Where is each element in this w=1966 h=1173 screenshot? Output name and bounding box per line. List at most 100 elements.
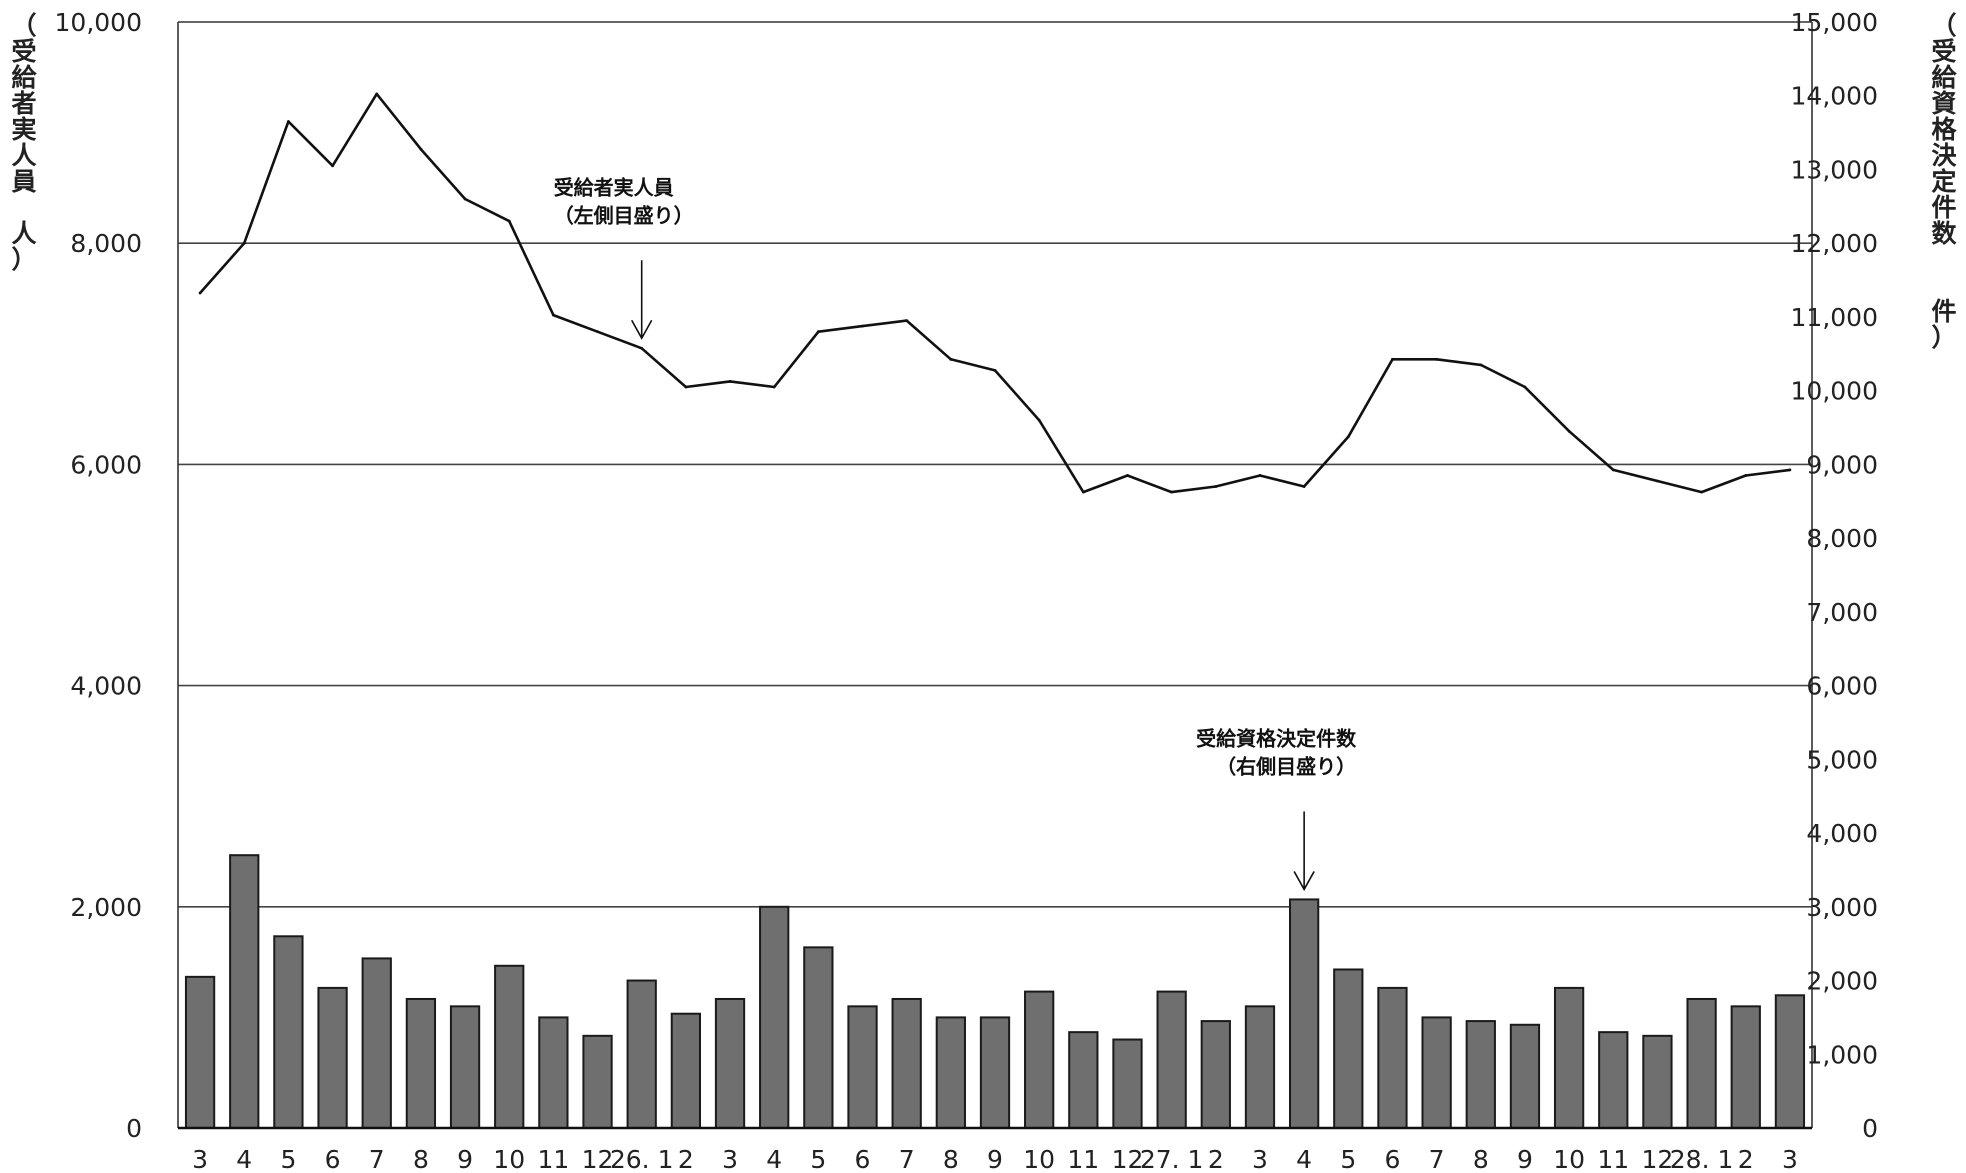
right-tick-4: 4,000 bbox=[1806, 819, 1878, 848]
line-point-20 bbox=[1081, 490, 1085, 494]
annotations: 受給者実人員 （左側目盛り） 受給資格決定件数 （右側目盛り） bbox=[554, 175, 1357, 892]
left-tick-5: 10,000 bbox=[55, 8, 142, 37]
right-label-char-7: 件 bbox=[1931, 193, 1956, 222]
line-point-1 bbox=[242, 241, 246, 245]
line-point-27 bbox=[1391, 357, 1394, 361]
x-tick-20: 11 bbox=[1067, 1145, 1099, 1173]
left-label-char-3: 者 bbox=[11, 89, 36, 118]
left-label-char-2: 給 bbox=[11, 63, 37, 92]
x-tick-13: 4 bbox=[766, 1145, 782, 1173]
right-label-char-1: 受 bbox=[1931, 37, 1956, 66]
right-tick-8: 8,000 bbox=[1806, 524, 1878, 553]
x-tick-1: 4 bbox=[236, 1145, 252, 1173]
line-point-26 bbox=[1346, 435, 1350, 439]
x-tick-18: 9 bbox=[987, 1145, 1003, 1173]
right-label-char-5: 決 bbox=[1931, 141, 1957, 170]
line-point-6 bbox=[463, 197, 467, 201]
line-point-17 bbox=[949, 357, 953, 361]
line-point-21 bbox=[1126, 474, 1129, 477]
bar-31 bbox=[1553, 986, 1585, 1130]
bar-17 bbox=[935, 1016, 966, 1130]
left-tick-0: 0 bbox=[126, 1114, 142, 1143]
annotation-1-arrow-head bbox=[1293, 871, 1315, 892]
x-tick-17: 8 bbox=[943, 1145, 959, 1173]
bar-6 bbox=[449, 1005, 481, 1130]
left-label-char-1: 受 bbox=[11, 37, 36, 66]
bar-18 bbox=[979, 1016, 1011, 1130]
x-tick-27: 6 bbox=[1385, 1145, 1401, 1173]
line-point-9 bbox=[596, 330, 599, 334]
right-tick-12: 12,000 bbox=[1791, 229, 1878, 258]
x-tick-32: 11 bbox=[1597, 1145, 1629, 1173]
line-point-23 bbox=[1214, 485, 1218, 488]
right-tick-7: 7,000 bbox=[1806, 598, 1878, 627]
annotation-1-line-1: （右側目盛り） bbox=[1216, 754, 1356, 778]
x-tick-3: 6 bbox=[325, 1145, 341, 1173]
line-point-29 bbox=[1479, 363, 1483, 367]
plot-frame bbox=[177, 21, 1813, 1130]
x-tick-28: 7 bbox=[1429, 1145, 1445, 1173]
x-tick-9: 12 bbox=[582, 1145, 614, 1173]
bar-36 bbox=[1774, 994, 1806, 1130]
right-tick-0: 0 bbox=[1862, 1114, 1878, 1143]
line-point-11 bbox=[684, 385, 688, 389]
right-tick-13: 13,000 bbox=[1791, 155, 1878, 184]
left-axis-ticks: 0 2,000 4,000 6,000 8,000 10,000 bbox=[55, 8, 142, 1143]
annotation-0-arrow-head bbox=[631, 319, 653, 340]
annotation-0: 受給者実人員 （左側目盛り） bbox=[554, 175, 694, 340]
x-tick-35: 2 bbox=[1738, 1145, 1754, 1173]
line-point-12 bbox=[728, 380, 732, 383]
line-point-7 bbox=[507, 219, 511, 223]
left-tick-2: 4,000 bbox=[70, 672, 142, 701]
line-point-16 bbox=[905, 319, 909, 323]
right-tick-3: 3,000 bbox=[1806, 893, 1878, 922]
bar-1 bbox=[229, 854, 260, 1129]
bar-3 bbox=[317, 986, 348, 1130]
left-label-char-9: ） bbox=[11, 245, 36, 274]
left-label-char-4: 実 bbox=[11, 115, 36, 144]
right-tick-11: 11,000 bbox=[1791, 303, 1878, 332]
line-point-35 bbox=[1744, 474, 1748, 477]
x-tick-7: 10 bbox=[493, 1145, 525, 1173]
line-point-36 bbox=[1788, 468, 1792, 472]
left-label-char-5: 人 bbox=[11, 141, 36, 170]
line-point-30 bbox=[1523, 385, 1527, 389]
right-tick-5: 5,000 bbox=[1806, 745, 1878, 774]
bar-26 bbox=[1333, 968, 1364, 1129]
x-tick-14: 5 bbox=[810, 1145, 826, 1173]
bar-20 bbox=[1068, 1031, 1099, 1129]
x-tick-29: 8 bbox=[1473, 1145, 1489, 1173]
bar-12 bbox=[714, 997, 746, 1130]
bar-21 bbox=[1112, 1038, 1143, 1130]
bar-0 bbox=[184, 975, 216, 1130]
bar-35 bbox=[1730, 1005, 1761, 1130]
bar-33 bbox=[1642, 1034, 1673, 1130]
bar-series bbox=[184, 854, 1806, 1130]
line-point-25 bbox=[1302, 485, 1306, 488]
line-point-3 bbox=[331, 164, 334, 168]
grid-lines bbox=[178, 242, 1812, 908]
bar-32 bbox=[1598, 1031, 1629, 1129]
right-label-char-2: 給 bbox=[1931, 63, 1957, 92]
x-tick-26: 5 bbox=[1340, 1145, 1356, 1173]
annotation-0-line-1: （左側目盛り） bbox=[554, 203, 694, 227]
right-tick-9: 9,000 bbox=[1806, 450, 1878, 479]
x-tick-6: 9 bbox=[457, 1145, 473, 1173]
line-point-34 bbox=[1700, 490, 1703, 494]
bar-2 bbox=[273, 935, 304, 1129]
right-tick-6: 6,000 bbox=[1806, 672, 1878, 701]
bar-29 bbox=[1465, 1020, 1496, 1129]
bar-10 bbox=[626, 979, 657, 1129]
left-tick-1: 2,000 bbox=[70, 893, 142, 922]
line-path bbox=[199, 92, 1791, 494]
line-point-24 bbox=[1258, 474, 1262, 477]
x-tick-21: 12 bbox=[1112, 1145, 1144, 1173]
line-point-28 bbox=[1435, 357, 1439, 361]
x-tick-23: 2 bbox=[1208, 1145, 1224, 1173]
right-tick-2: 2,000 bbox=[1806, 967, 1878, 996]
line-point-8 bbox=[551, 313, 555, 317]
x-tick-24: 3 bbox=[1252, 1145, 1268, 1173]
